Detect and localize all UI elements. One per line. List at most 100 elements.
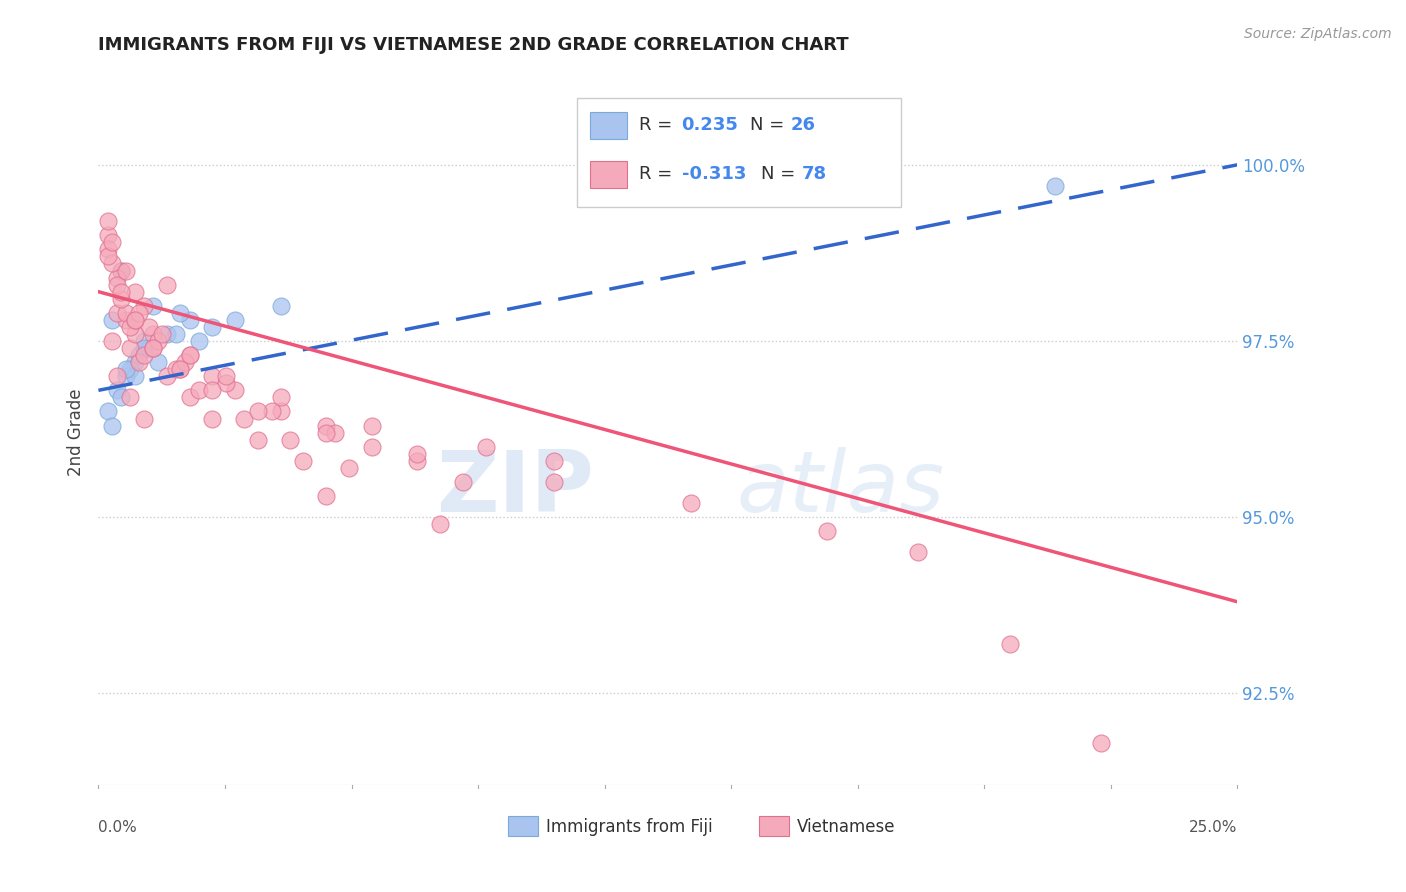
Point bbox=[105, 369, 128, 384]
Point bbox=[201, 384, 224, 398]
Point bbox=[110, 263, 132, 277]
Point bbox=[114, 306, 136, 320]
Text: ZIP: ZIP bbox=[436, 448, 593, 531]
Point bbox=[142, 341, 165, 355]
Point bbox=[474, 440, 496, 454]
Point bbox=[120, 341, 142, 355]
Point bbox=[132, 334, 155, 348]
Point bbox=[128, 348, 150, 362]
Point bbox=[105, 270, 128, 285]
Text: 78: 78 bbox=[803, 165, 827, 183]
Bar bbox=[591, 161, 627, 188]
Point bbox=[270, 299, 292, 313]
Point bbox=[451, 475, 474, 489]
Point bbox=[315, 418, 337, 433]
Point bbox=[187, 334, 209, 348]
Point bbox=[128, 306, 150, 320]
Point bbox=[1043, 179, 1066, 194]
Point bbox=[543, 475, 565, 489]
Point bbox=[110, 292, 132, 306]
Point bbox=[120, 362, 142, 376]
Point bbox=[96, 228, 118, 243]
Point bbox=[224, 384, 246, 398]
Point bbox=[179, 391, 201, 405]
Point bbox=[246, 433, 269, 447]
Text: -0.313: -0.313 bbox=[682, 165, 747, 183]
Point bbox=[132, 348, 155, 362]
Point bbox=[165, 362, 187, 376]
Point bbox=[114, 263, 136, 277]
Text: 26: 26 bbox=[790, 116, 815, 134]
Point bbox=[138, 341, 160, 355]
Text: 25.0%: 25.0% bbox=[1189, 821, 1237, 835]
Point bbox=[105, 306, 128, 320]
Point bbox=[360, 440, 382, 454]
Point bbox=[132, 411, 155, 425]
Point bbox=[174, 355, 197, 369]
Point bbox=[110, 285, 132, 299]
Text: Vietnamese: Vietnamese bbox=[797, 818, 896, 836]
Point bbox=[179, 348, 201, 362]
Point bbox=[120, 391, 142, 405]
Text: 0.235: 0.235 bbox=[682, 116, 738, 134]
Point bbox=[201, 369, 224, 384]
Point bbox=[124, 326, 146, 341]
Bar bbox=[509, 816, 538, 836]
Point bbox=[101, 418, 124, 433]
Point bbox=[101, 313, 124, 327]
Text: R =: R = bbox=[640, 116, 678, 134]
Point bbox=[315, 425, 337, 440]
Point bbox=[114, 369, 136, 384]
Point bbox=[169, 362, 191, 376]
Point bbox=[120, 320, 142, 334]
Point bbox=[110, 263, 132, 277]
Point bbox=[543, 454, 565, 468]
Point bbox=[169, 362, 191, 376]
Point bbox=[337, 461, 360, 475]
Point bbox=[406, 447, 429, 461]
Text: IMMIGRANTS FROM FIJI VS VIETNAMESE 2ND GRADE CORRELATION CHART: IMMIGRANTS FROM FIJI VS VIETNAMESE 2ND G… bbox=[98, 36, 849, 54]
Text: R =: R = bbox=[640, 165, 678, 183]
Point bbox=[179, 313, 201, 327]
Point bbox=[169, 306, 191, 320]
Text: Source: ZipAtlas.com: Source: ZipAtlas.com bbox=[1244, 27, 1392, 41]
Point bbox=[246, 404, 269, 418]
Point bbox=[201, 320, 224, 334]
Text: N =: N = bbox=[749, 116, 790, 134]
Point bbox=[429, 517, 451, 532]
Point bbox=[101, 235, 124, 250]
Point bbox=[96, 214, 118, 228]
Point bbox=[215, 369, 238, 384]
Point bbox=[114, 313, 136, 327]
Y-axis label: 2nd Grade: 2nd Grade bbox=[66, 389, 84, 476]
Point bbox=[156, 277, 179, 292]
Point bbox=[124, 369, 146, 384]
Point bbox=[132, 299, 155, 313]
Point bbox=[907, 545, 929, 559]
Point bbox=[150, 326, 173, 341]
Point bbox=[406, 454, 429, 468]
Text: N =: N = bbox=[761, 165, 801, 183]
Point bbox=[114, 362, 136, 376]
Bar bbox=[759, 816, 789, 836]
Bar bbox=[591, 112, 627, 139]
Point bbox=[124, 313, 146, 327]
Point bbox=[233, 411, 256, 425]
Text: atlas: atlas bbox=[737, 448, 945, 531]
Point bbox=[96, 243, 118, 257]
Point bbox=[815, 524, 838, 539]
Point bbox=[105, 277, 128, 292]
Point bbox=[187, 384, 209, 398]
Point bbox=[146, 334, 169, 348]
Point bbox=[124, 285, 146, 299]
Point bbox=[101, 334, 124, 348]
Point bbox=[96, 404, 118, 418]
Point bbox=[128, 355, 150, 369]
Point bbox=[142, 326, 165, 341]
Point bbox=[142, 299, 165, 313]
Point bbox=[360, 418, 382, 433]
Point bbox=[138, 320, 160, 334]
Point bbox=[96, 250, 118, 264]
Point bbox=[124, 313, 146, 327]
Point bbox=[323, 425, 346, 440]
